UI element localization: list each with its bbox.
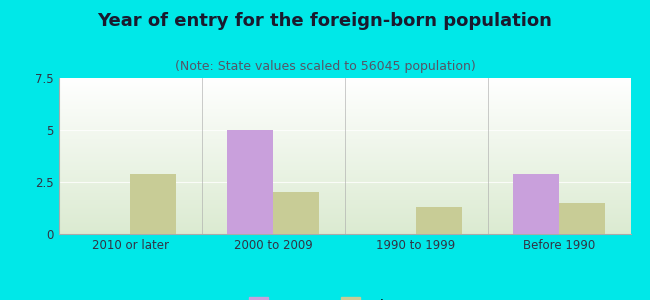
Legend: 56045, Minnesota: 56045, Minnesota <box>248 299 441 300</box>
Bar <box>227 130 273 234</box>
Bar <box>416 207 462 234</box>
Bar <box>273 192 318 234</box>
Text: (Note: State values scaled to 56045 population): (Note: State values scaled to 56045 popu… <box>175 60 475 73</box>
Bar <box>559 203 604 234</box>
Bar <box>514 174 559 234</box>
Text: Year of entry for the foreign-born population: Year of entry for the foreign-born popul… <box>98 12 552 30</box>
Bar <box>130 174 176 234</box>
